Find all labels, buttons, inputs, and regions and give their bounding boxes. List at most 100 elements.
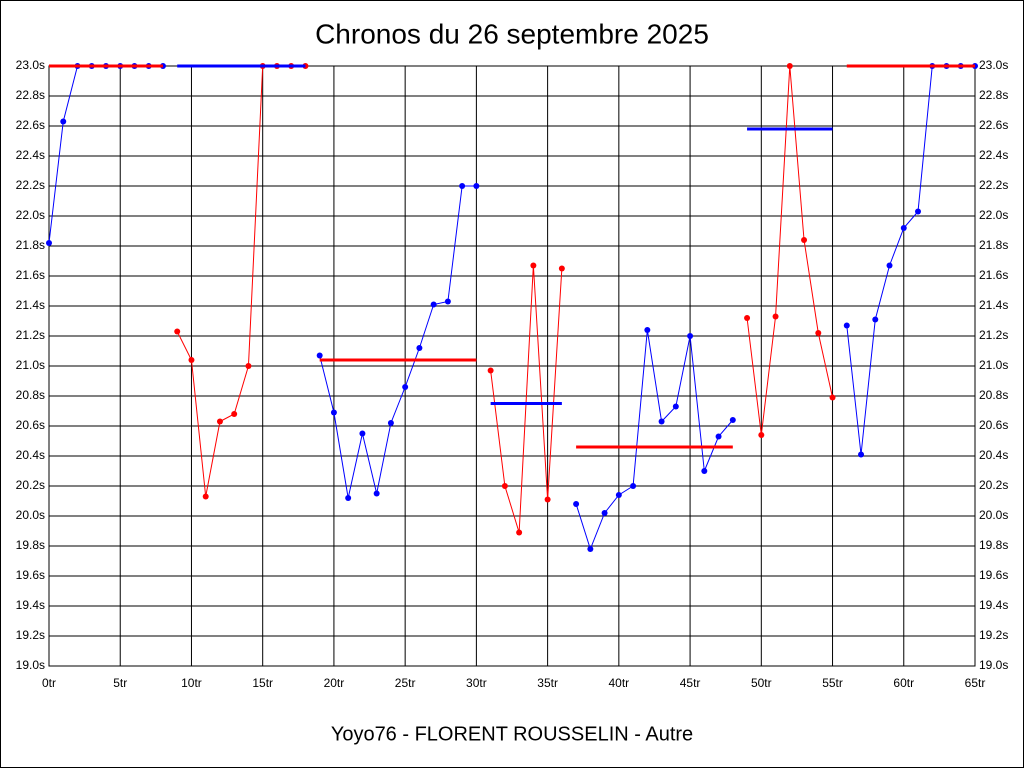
data-point bbox=[900, 225, 907, 231]
y-tick-label: 21.6s bbox=[16, 268, 45, 282]
data-point bbox=[245, 363, 252, 369]
data-point bbox=[373, 490, 380, 497]
data-point bbox=[801, 237, 808, 243]
y-tick-label-right: 19.2s bbox=[979, 628, 1008, 642]
data-point bbox=[886, 262, 893, 269]
data-point bbox=[644, 327, 651, 333]
y-tick-label: 22.4s bbox=[16, 148, 45, 162]
x-tick-label: 25tr bbox=[395, 676, 416, 690]
x-tick-label: 50tr bbox=[751, 676, 772, 690]
data-point bbox=[630, 483, 637, 489]
chart-title: Chronos du 26 septembre 2025 bbox=[315, 18, 709, 49]
data-point bbox=[216, 418, 223, 425]
y-tick-label: 22.2s bbox=[16, 178, 45, 192]
x-tick-label: 30tr bbox=[466, 676, 487, 690]
y-tick-label-right: 20.0s bbox=[979, 508, 1008, 522]
x-axis-label: Yoyo76 - FLORENT ROUSSELIN - Autre bbox=[331, 723, 693, 745]
data-point bbox=[60, 118, 67, 125]
data-point bbox=[715, 433, 722, 440]
data-point bbox=[601, 510, 608, 516]
data-point bbox=[758, 432, 765, 438]
data-point bbox=[316, 352, 323, 359]
data-point bbox=[174, 328, 181, 335]
data-point bbox=[858, 451, 865, 458]
data-point bbox=[729, 417, 736, 423]
y-tick-label: 20.6s bbox=[16, 418, 45, 432]
y-tick-label-right: 20.8s bbox=[979, 388, 1008, 402]
data-point bbox=[188, 357, 195, 363]
data-point bbox=[202, 493, 209, 500]
y-tick-label: 20.8s bbox=[16, 388, 45, 402]
y-tick-label: 19.0s bbox=[16, 658, 45, 672]
y-tick-label-right: 19.4s bbox=[979, 598, 1008, 612]
data-point bbox=[687, 333, 694, 339]
data-point bbox=[46, 240, 52, 246]
data-point bbox=[672, 403, 679, 410]
y-tick-label-right: 20.4s bbox=[979, 448, 1008, 462]
data-point bbox=[402, 384, 409, 390]
y-tick-label-right: 19.8s bbox=[979, 538, 1008, 552]
y-tick-label: 21.0s bbox=[16, 358, 45, 372]
y-tick-label: 21.2s bbox=[16, 328, 45, 342]
data-point bbox=[615, 492, 622, 498]
y-tick-label-right: 22.8s bbox=[979, 88, 1008, 102]
x-tick-label: 45tr bbox=[680, 676, 701, 690]
series-line bbox=[575, 329, 734, 551]
y-tick-label: 21.8s bbox=[16, 238, 45, 252]
data-point bbox=[487, 367, 494, 374]
x-tick-label: 20tr bbox=[324, 676, 345, 690]
data-point bbox=[558, 265, 565, 272]
data-point bbox=[786, 63, 793, 69]
y-tick-label: 21.4s bbox=[16, 298, 45, 312]
y-tick-label: 22.0s bbox=[16, 208, 45, 222]
data-point bbox=[544, 496, 551, 503]
x-tick-label: 55tr bbox=[822, 676, 843, 690]
data-point bbox=[416, 345, 423, 351]
y-tick-label: 20.0s bbox=[16, 508, 45, 522]
y-tick-label: 23.0s bbox=[16, 58, 45, 72]
data-point bbox=[516, 529, 523, 536]
data-point bbox=[815, 330, 822, 336]
y-tick-label-right: 20.2s bbox=[979, 478, 1008, 492]
data-point bbox=[530, 262, 537, 269]
data-point bbox=[387, 420, 394, 426]
y-tick-label: 19.4s bbox=[16, 598, 45, 612]
y-tick-label: 19.8s bbox=[16, 538, 45, 552]
data-point bbox=[459, 183, 466, 189]
y-tick-label-right: 22.6s bbox=[979, 118, 1008, 132]
data-point bbox=[231, 411, 238, 417]
y-tick-label-right: 20.6s bbox=[979, 418, 1008, 432]
y-tick-label-right: 23.0s bbox=[979, 58, 1008, 72]
data-point bbox=[473, 183, 480, 189]
y-tick-label-right: 22.2s bbox=[979, 178, 1008, 192]
x-tick-label: 10tr bbox=[181, 676, 202, 690]
data-point bbox=[701, 468, 708, 474]
x-tick-label: 60tr bbox=[893, 676, 914, 690]
x-tick-label: 65tr bbox=[965, 676, 986, 690]
data-point bbox=[330, 409, 337, 416]
x-tick-label: 5tr bbox=[113, 676, 127, 690]
y-tick-label-right: 21.6s bbox=[979, 268, 1008, 282]
y-tick-label-right: 19.0s bbox=[979, 658, 1008, 672]
y-tick-label: 20.4s bbox=[16, 448, 45, 462]
data-point bbox=[772, 313, 779, 320]
y-tick-label: 20.2s bbox=[16, 478, 45, 492]
data-point bbox=[345, 495, 352, 501]
y-tick-label: 19.6s bbox=[16, 568, 45, 582]
x-tick-label: 15tr bbox=[252, 676, 273, 690]
data-point bbox=[359, 430, 366, 437]
data-point bbox=[843, 322, 850, 329]
data-point bbox=[872, 316, 879, 323]
x-tick-label: 0tr bbox=[42, 676, 56, 690]
x-tick-label: 35tr bbox=[537, 676, 558, 690]
data-point bbox=[430, 301, 437, 308]
series-line bbox=[319, 185, 477, 499]
y-tick-label-right: 21.2s bbox=[979, 328, 1008, 342]
y-tick-label-right: 22.0s bbox=[979, 208, 1008, 222]
data-point bbox=[829, 394, 836, 401]
y-tick-label-right: 19.6s bbox=[979, 568, 1008, 582]
series-line bbox=[490, 265, 563, 533]
data-point bbox=[587, 546, 594, 552]
x-tick-label: 40tr bbox=[609, 676, 630, 690]
